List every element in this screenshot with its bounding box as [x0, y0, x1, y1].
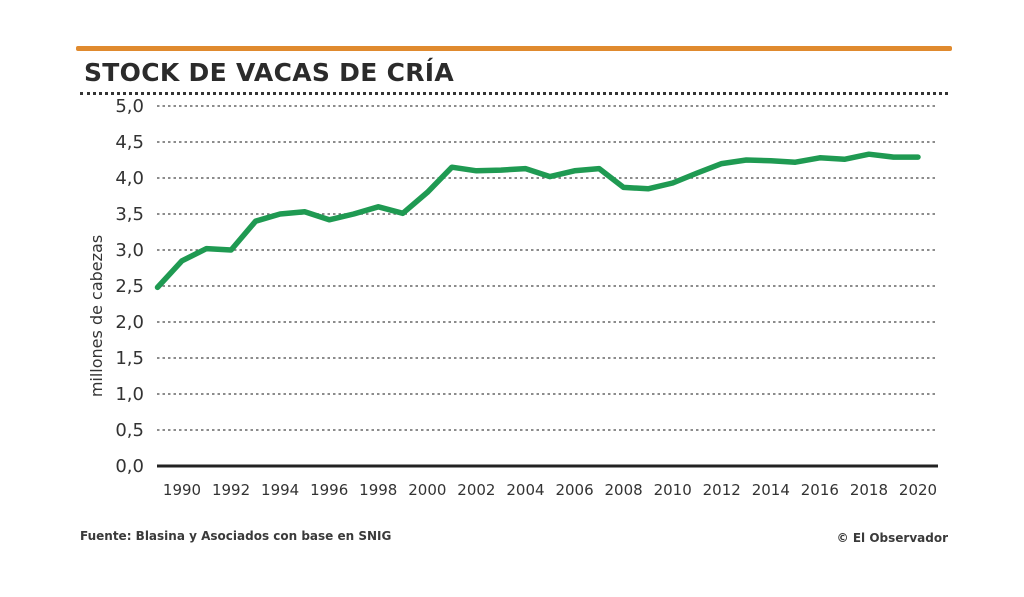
- y-tick-label: 0,0: [115, 456, 144, 477]
- x-tick-label: 1992: [212, 481, 250, 499]
- x-tick-label: 2000: [408, 481, 446, 499]
- y-tick-label: 3,5: [115, 204, 144, 225]
- x-tick-label: 2010: [654, 481, 692, 499]
- y-tick-label: 1,5: [115, 348, 144, 369]
- x-axis-ticks: 1990 1992 1994 1996 1998 2000 2002 2004 2006 2008…: [163, 481, 937, 499]
- y-tick-label: 2,5: [115, 276, 144, 297]
- x-tick-label: 2018: [850, 481, 888, 499]
- x-tick-label: 1990: [163, 481, 201, 499]
- y-tick-label: 4,5: [115, 132, 144, 153]
- source-note: Fuente: Blasina y Asociados con base en …: [80, 529, 392, 543]
- y-tick-label: 3,0: [115, 240, 144, 261]
- x-tick-label: 2006: [555, 481, 593, 499]
- y-axis-label: millones de cabezas: [87, 235, 106, 397]
- x-tick-label: 2014: [752, 481, 790, 499]
- x-tick-label: 1998: [359, 481, 397, 499]
- x-tick-label: 1994: [261, 481, 299, 499]
- credit-note: © El Observador: [836, 531, 948, 545]
- title-divider: [80, 92, 948, 95]
- y-tick-label: 5,0: [115, 96, 144, 117]
- x-tick-label: 2002: [457, 481, 495, 499]
- x-tick-label: 2004: [506, 481, 544, 499]
- x-tick-label: 2020: [899, 481, 937, 499]
- chart-title: STOCK DE VACAS DE CRÍA: [84, 58, 455, 87]
- y-tick-label: 0,5: [115, 420, 144, 441]
- y-axis-ticks: 0,0 0,5 1,0 1,5 2,0 2,5 3,0 3,5 4,0 4,5 5,0: [115, 96, 144, 477]
- top-accent-rule: [76, 46, 952, 51]
- gridlines: [157, 105, 938, 431]
- y-tick-label: 2,0: [115, 312, 144, 333]
- y-tick-label: 1,0: [115, 384, 144, 405]
- x-tick-label: 1996: [310, 481, 348, 499]
- x-tick-label: 2012: [703, 481, 741, 499]
- x-tick-label: 2008: [605, 481, 643, 499]
- y-tick-label: 4,0: [115, 168, 144, 189]
- series-line-stock: [154, 151, 921, 291]
- x-tick-label: 2016: [801, 481, 839, 499]
